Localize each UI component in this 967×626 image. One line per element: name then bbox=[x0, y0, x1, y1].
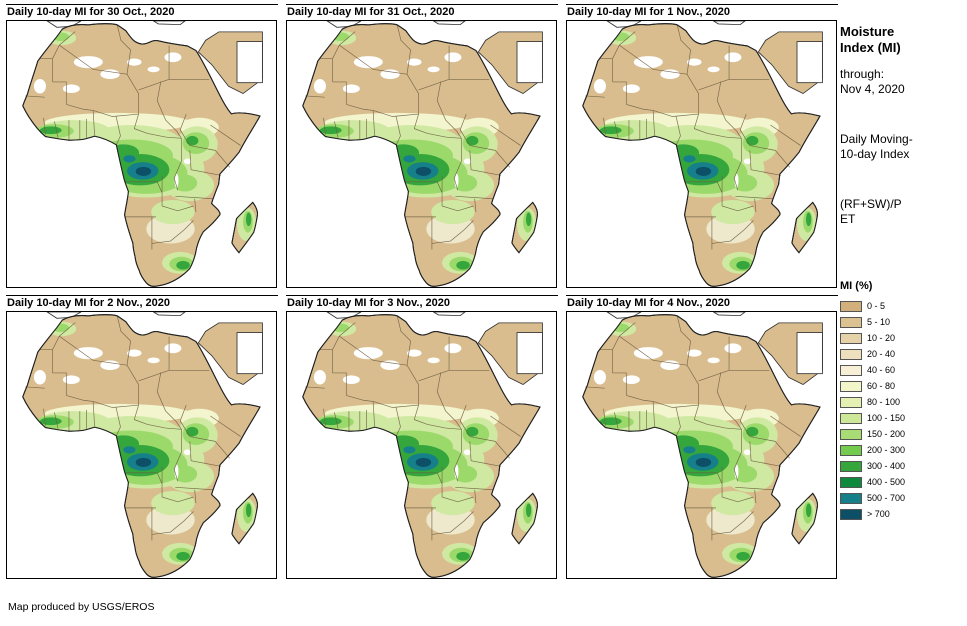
map-panel: Daily 10-day MI for 4 Nov., 2020 bbox=[566, 295, 838, 579]
legend-title: MI (%) bbox=[840, 280, 873, 293]
sidebar: Moisture Index (MI) through: Nov 4, 2020… bbox=[840, 0, 962, 626]
legend-row: 0 - 5 bbox=[840, 298, 962, 314]
legend-label: > 700 bbox=[867, 509, 890, 520]
legend-row: 500 - 700 bbox=[840, 490, 962, 506]
legend-row: 400 - 500 bbox=[840, 474, 962, 490]
africa-map bbox=[566, 20, 837, 288]
map-panel: Daily 10-day MI for 30 Oct., 2020 bbox=[6, 4, 278, 288]
africa-map bbox=[6, 311, 277, 579]
map-panel-grid: Daily 10-day MI for 30 Oct., 2020 Daily … bbox=[6, 4, 838, 579]
legend-label: 60 - 80 bbox=[867, 381, 896, 392]
sidebar-title: Moisture Index (MI) bbox=[840, 24, 901, 56]
legend-label: 150 - 200 bbox=[867, 429, 906, 440]
legend-swatch bbox=[840, 476, 862, 488]
index-description: Daily Moving-10-day Index bbox=[840, 131, 913, 162]
legend-swatch bbox=[840, 332, 862, 344]
legend-swatch bbox=[840, 300, 862, 312]
legend-label: 200 - 300 bbox=[867, 445, 906, 456]
legend-label: 80 - 100 bbox=[867, 397, 901, 408]
legend-row: 300 - 400 bbox=[840, 458, 962, 474]
panel-title: Daily 10-day MI for 31 Oct., 2020 bbox=[286, 4, 558, 20]
legend-swatch bbox=[840, 364, 862, 376]
through-date: Nov 4, 2020 bbox=[840, 82, 905, 97]
panel-title: Daily 10-day MI for 3 Nov., 2020 bbox=[286, 295, 558, 311]
legend-label: 400 - 500 bbox=[867, 477, 906, 488]
africa-map bbox=[286, 20, 557, 288]
legend-label: 10 - 20 bbox=[867, 333, 896, 344]
legend-swatch bbox=[840, 380, 862, 392]
legend-swatch bbox=[840, 316, 862, 328]
legend-row: 40 - 60 bbox=[840, 362, 962, 378]
africa-map-svg bbox=[567, 21, 836, 287]
legend-row: > 700 bbox=[840, 506, 962, 522]
legend-label: 300 - 400 bbox=[867, 461, 906, 472]
legend-label: 0 - 5 bbox=[867, 301, 886, 312]
legend-swatch bbox=[840, 508, 862, 520]
map-panel: Daily 10-day MI for 1 Nov., 2020 bbox=[566, 4, 838, 288]
legend-swatch bbox=[840, 428, 862, 440]
legend-label: 5 - 10 bbox=[867, 317, 891, 328]
legend-swatch bbox=[840, 492, 862, 504]
panel-title: Daily 10-day MI for 4 Nov., 2020 bbox=[566, 295, 838, 311]
legend-label: 500 - 700 bbox=[867, 493, 906, 504]
legend-row: 200 - 300 bbox=[840, 442, 962, 458]
legend-swatch bbox=[840, 396, 862, 408]
legend-swatch bbox=[840, 460, 862, 472]
africa-map bbox=[286, 311, 557, 579]
panel-title: Daily 10-day MI for 1 Nov., 2020 bbox=[566, 4, 838, 20]
panel-title: Daily 10-day MI for 30 Oct., 2020 bbox=[6, 4, 278, 20]
legend-row: 80 - 100 bbox=[840, 394, 962, 410]
through-label: through: bbox=[840, 66, 885, 81]
legend-swatch bbox=[840, 412, 862, 424]
legend-row: 10 - 20 bbox=[840, 330, 962, 346]
africa-map bbox=[566, 311, 837, 579]
legend-label: 100 - 150 bbox=[867, 413, 906, 424]
legend-row: 5 - 10 bbox=[840, 314, 962, 330]
legend-swatch bbox=[840, 348, 862, 360]
map-credit: Map produced by USGS/EROS bbox=[8, 601, 155, 613]
africa-map-svg bbox=[7, 312, 276, 578]
africa-map bbox=[6, 20, 277, 288]
legend-row: 150 - 200 bbox=[840, 426, 962, 442]
legend-label: 20 - 40 bbox=[867, 349, 896, 360]
africa-map-svg bbox=[287, 21, 556, 287]
africa-map-svg bbox=[7, 21, 276, 287]
panel-title: Daily 10-day MI for 2 Nov., 2020 bbox=[6, 295, 278, 311]
legend-label: 40 - 60 bbox=[867, 365, 896, 376]
legend: MI (%) 0 - 5 5 - 10 10 - 20 20 - 40 40 -… bbox=[840, 280, 962, 522]
legend-row: 100 - 150 bbox=[840, 410, 962, 426]
legend-swatch bbox=[840, 444, 862, 456]
africa-map-svg bbox=[567, 312, 836, 578]
map-panel: Daily 10-day MI for 31 Oct., 2020 bbox=[286, 4, 558, 288]
africa-map-svg bbox=[287, 312, 556, 578]
legend-row: 20 - 40 bbox=[840, 346, 962, 362]
legend-row: 60 - 80 bbox=[840, 378, 962, 394]
map-panel: Daily 10-day MI for 2 Nov., 2020 bbox=[6, 295, 278, 579]
index-formula: (RF+SW)/PET bbox=[840, 196, 902, 227]
through-block: through: Nov 4, 2020 bbox=[840, 67, 930, 98]
map-panel: Daily 10-day MI for 3 Nov., 2020 bbox=[286, 295, 558, 579]
